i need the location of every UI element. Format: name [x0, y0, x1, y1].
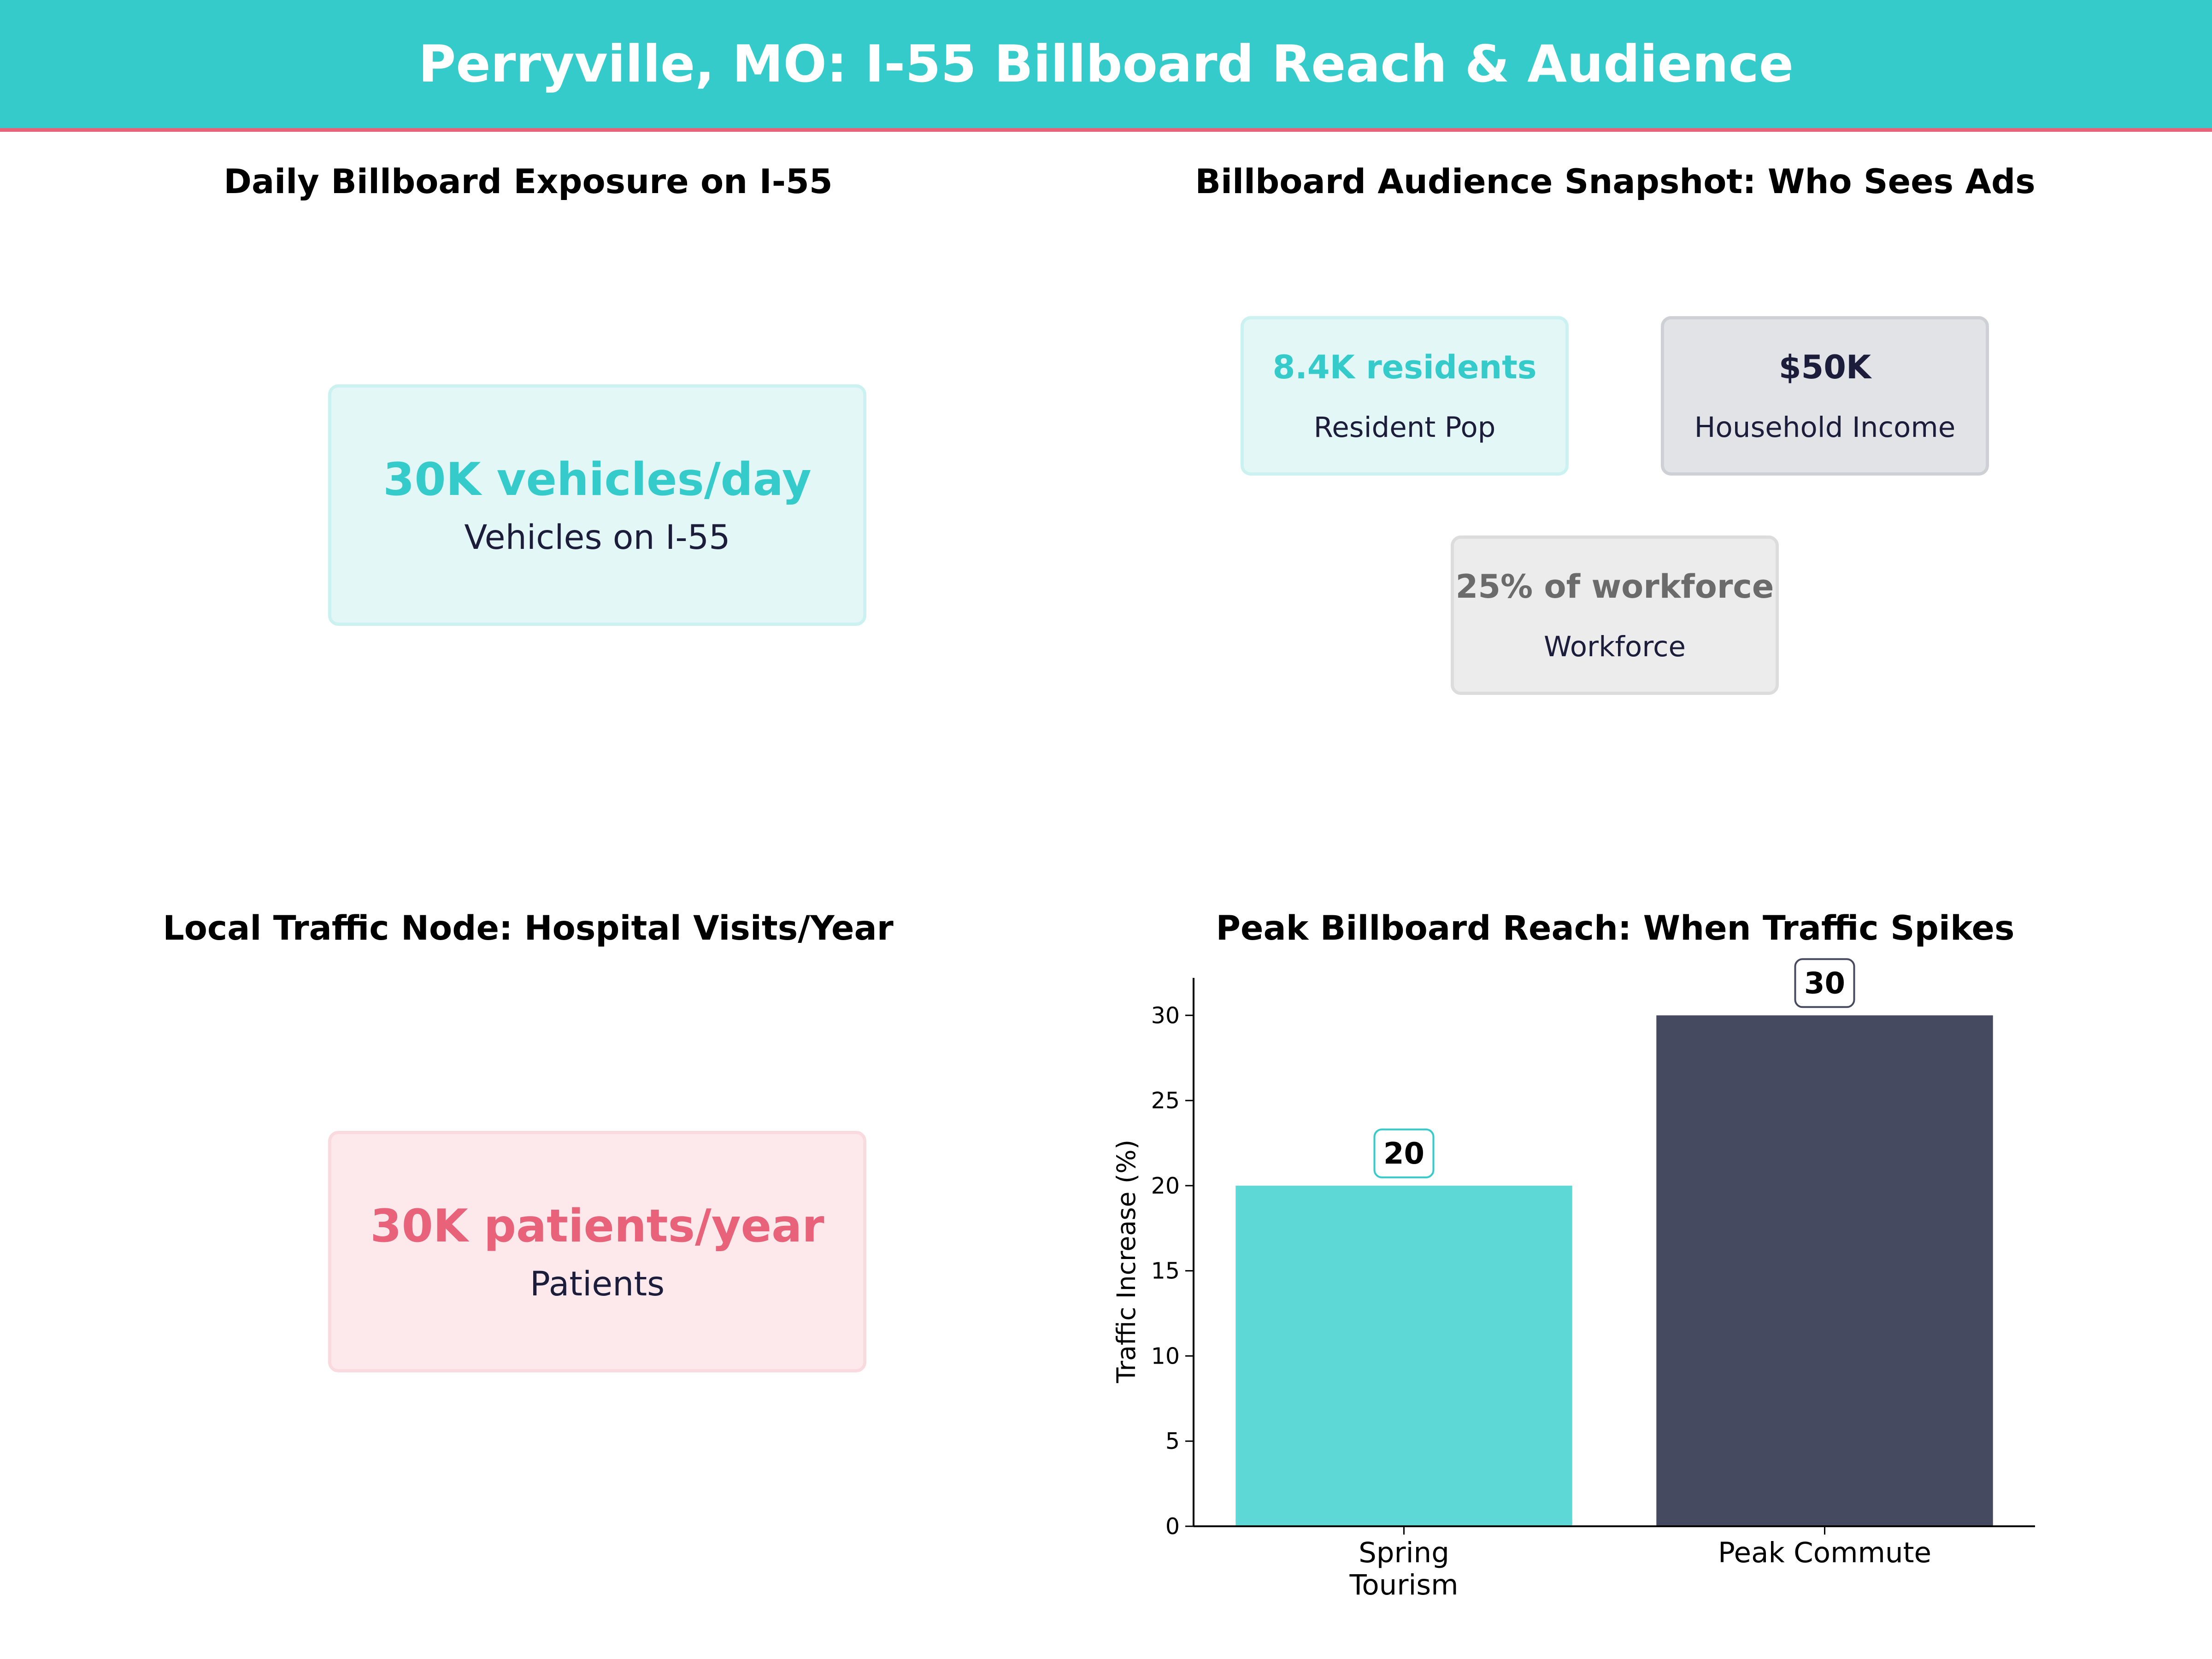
- household-income-value: $50K: [1778, 348, 1871, 386]
- y-tick-label: 30: [1151, 1002, 1180, 1029]
- resident-pop-card: 8.4K residents Resident Pop: [1241, 316, 1569, 476]
- chart-title: Peak Billboard Reach: When Traffic Spike…: [1216, 909, 2015, 948]
- audience-panel-title: Billboard Audience Snapshot: Who Sees Ad…: [1195, 162, 2036, 201]
- dashboard-title: Perryville, MO: I-55 Billboard Reach & A…: [418, 34, 1794, 94]
- x-tick-label: Spring: [1359, 1536, 1449, 1569]
- exposure-panel-title: Daily Billboard Exposure on I-55: [224, 162, 833, 201]
- hospital-panel-title: Local Traffic Node: Hospital Visits/Year: [163, 909, 894, 948]
- bar-0: [1235, 1185, 1572, 1526]
- y-tick-label: 25: [1151, 1088, 1180, 1114]
- x-tick-label: Peak Commute: [1718, 1536, 1931, 1569]
- data-label-box: [1794, 958, 1855, 1008]
- header-bar: Perryville, MO: I-55 Billboard Reach & A…: [0, 0, 2212, 132]
- hospital-value: 30K patients/year: [370, 1200, 824, 1253]
- resident-pop-value: 8.4K residents: [1272, 348, 1537, 386]
- data-label-box: [1373, 1128, 1435, 1178]
- data-label: 20: [1383, 1137, 1424, 1171]
- y-tick-label: 0: [1165, 1513, 1180, 1540]
- bar-1: [1656, 1015, 1993, 1526]
- workforce-value: 25% of workforce: [1455, 567, 1774, 606]
- y-tick-label: 20: [1151, 1173, 1180, 1199]
- data-label: 30: [1804, 966, 1845, 1000]
- y-tick-label: 10: [1151, 1343, 1180, 1369]
- resident-pop-label: Resident Pop: [1313, 411, 1496, 444]
- household-income-card: $50K Household Income: [1661, 316, 1989, 476]
- exposure-value: 30K vehicles/day: [383, 453, 812, 506]
- exposure-kpi-card: 30K vehicles/day Vehicles on I-55: [328, 384, 866, 626]
- exposure-label: Vehicles on I-55: [464, 518, 730, 557]
- y-tick-label: 5: [1165, 1428, 1180, 1454]
- household-income-label: Household Income: [1694, 411, 1956, 444]
- y-axis-label: Traffic Increase (%): [1112, 1140, 1141, 1383]
- hospital-kpi-card: 30K patients/year Patients: [328, 1131, 866, 1372]
- hospital-label: Patients: [529, 1264, 665, 1304]
- y-tick-label: 15: [1151, 1258, 1180, 1284]
- x-tick-label: Tourism: [1349, 1569, 1458, 1601]
- workforce-label: Workforce: [1543, 630, 1686, 663]
- workforce-card: 25% of workforce Workforce: [1451, 535, 1779, 695]
